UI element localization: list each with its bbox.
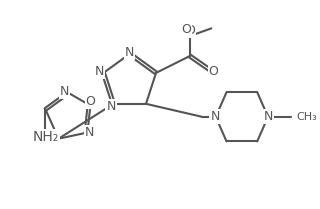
Text: N: N	[95, 65, 104, 78]
Text: O: O	[181, 23, 191, 36]
Text: N: N	[60, 85, 69, 98]
Text: N: N	[125, 46, 134, 59]
Text: O: O	[185, 24, 195, 37]
Text: N: N	[106, 100, 116, 113]
Text: N: N	[211, 110, 220, 123]
Text: CH₃: CH₃	[297, 112, 317, 122]
Text: NH₂: NH₂	[32, 130, 59, 144]
Text: O: O	[86, 95, 95, 108]
Text: O: O	[209, 65, 219, 78]
Text: N: N	[264, 110, 273, 123]
Text: N: N	[85, 126, 94, 139]
